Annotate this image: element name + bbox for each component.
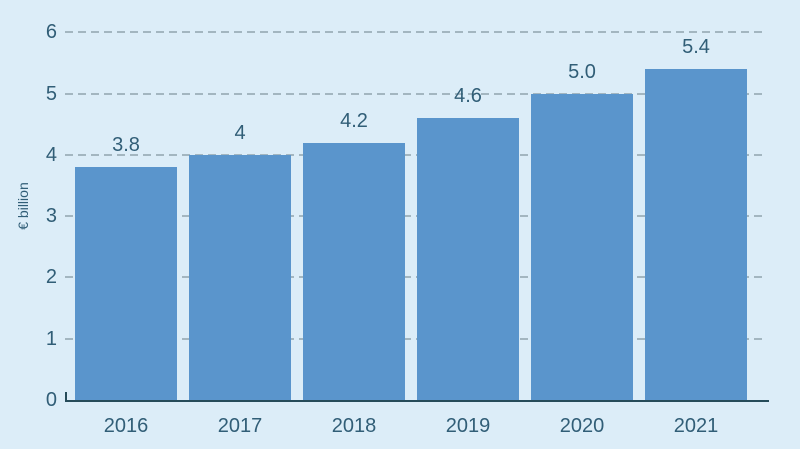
y-tick-3: 3 [45,205,57,228]
gridline-1 [65,337,763,340]
bar-value-2021: 5.4 [682,35,710,58]
gridline-6 [65,31,763,34]
y-tick-2: 2 [45,266,57,289]
gridline-3 [65,215,763,218]
y-tick-6: 6 [45,21,57,44]
bar-2019 [417,118,519,400]
bar-value-2018: 4.2 [340,109,368,132]
y-axis-zero-tick [65,392,67,400]
y-axis-title: € billion [15,182,31,230]
x-tick-2021: 2021 [673,415,719,437]
bar-value-2016: 3.8 [112,134,140,157]
bar-value-2017: 4 [234,121,246,144]
x-tick-2019: 2019 [445,415,491,437]
y-tick-5: 5 [45,82,57,105]
x-tick-2017: 2017 [217,415,263,437]
bar-2021 [645,68,747,400]
bar-2020 [531,93,633,400]
gridline-4 [65,153,763,156]
gridline-2 [65,276,763,279]
gridline-5 [65,92,763,95]
x-axis-line [65,400,769,402]
x-tick-2016: 2016 [103,415,149,437]
bar-2018 [303,142,405,400]
y-tick-4: 4 [45,143,57,166]
x-tick-2020: 2020 [559,415,605,437]
bar-value-2020: 5.0 [568,60,596,83]
bar-value-2019: 4.6 [454,85,482,108]
bar-2016 [75,167,177,400]
y-tick-0: 0 [45,389,57,411]
bar-2017 [189,154,291,400]
x-tick-2018: 2018 [331,415,377,437]
y-tick-1: 1 [45,327,57,350]
